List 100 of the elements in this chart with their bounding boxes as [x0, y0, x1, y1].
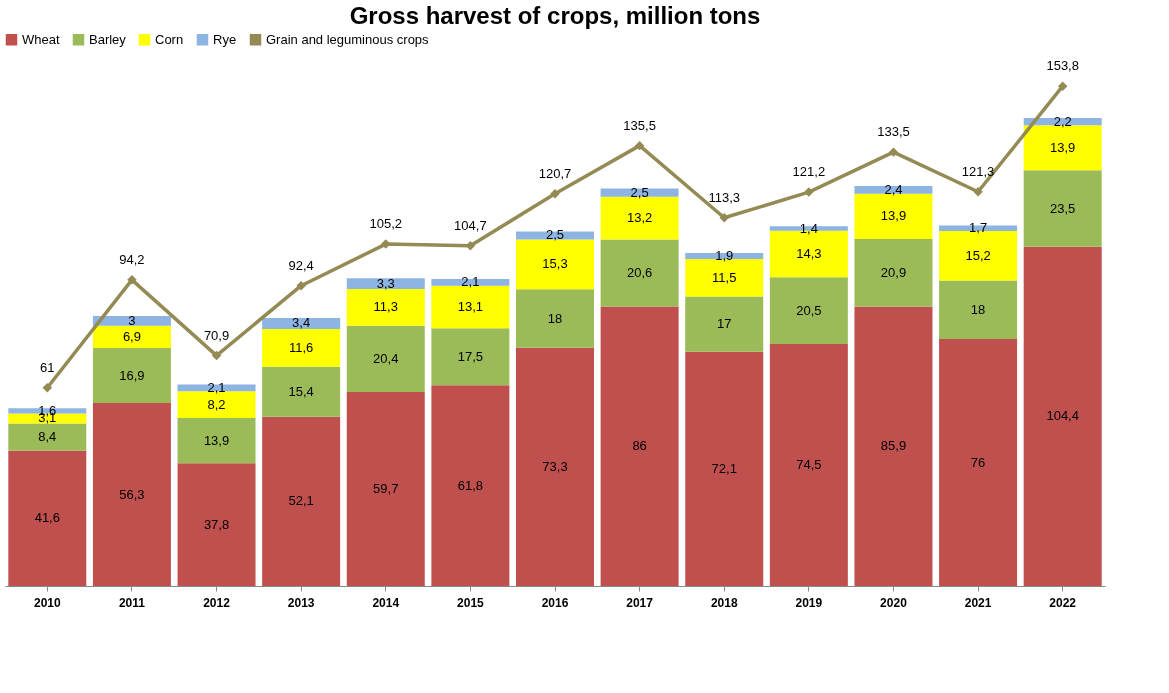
point — [1057, 81, 1068, 91]
data-label: 11,6 — [288, 339, 314, 355]
bar — [431, 385, 510, 586]
bar — [769, 343, 848, 586]
data-label: 3 — [128, 312, 136, 328]
bar — [177, 463, 256, 586]
data-label: 3,4 — [292, 315, 311, 331]
data-label: 16,9 — [119, 367, 145, 383]
point — [381, 239, 391, 249]
point — [550, 188, 560, 199]
data-label: 61 — [40, 359, 55, 375]
bar — [854, 185, 933, 194]
bar — [854, 306, 933, 586]
legend-label: Barley — [89, 31, 127, 47]
data-label: 20,5 — [796, 302, 822, 318]
data-label: 133,5 — [877, 124, 910, 140]
data-label: 153,8 — [1046, 58, 1079, 74]
legend-label: Wheat — [22, 31, 60, 47]
point — [42, 383, 53, 393]
data-label: 14,3 — [796, 246, 822, 262]
data-label: 13,9 — [1050, 139, 1076, 155]
bar — [92, 403, 171, 586]
bar — [685, 351, 764, 586]
legend-label: Rye — [213, 31, 237, 47]
data-label: 8,2 — [207, 396, 226, 412]
data-label: 135,5 — [623, 117, 656, 133]
x-tick-label: 2019 — [795, 595, 823, 610]
data-label: 17,5 — [457, 348, 484, 364]
data-label: 20,9 — [880, 264, 907, 280]
point — [888, 147, 899, 157]
data-label: 20,6 — [626, 265, 653, 281]
data-label: 11,3 — [373, 299, 398, 315]
x-tick-label: 2012 — [203, 595, 231, 610]
bar — [92, 325, 171, 349]
data-label: 11,5 — [712, 269, 737, 285]
bar — [92, 315, 171, 326]
bar — [92, 348, 171, 404]
x-tick-label: 2016 — [541, 595, 569, 610]
data-label: 15,4 — [288, 383, 314, 399]
bar — [516, 231, 594, 240]
data-label: 15,2 — [965, 247, 991, 263]
point — [973, 187, 983, 197]
x-tick-label: 2022 — [1049, 595, 1077, 610]
data-label: 17 — [717, 316, 732, 332]
legend-label: Corn — [155, 31, 184, 47]
bar — [939, 339, 1018, 586]
bar — [346, 325, 425, 392]
point — [296, 280, 306, 291]
data-label: 1,9 — [715, 247, 734, 263]
data-label: 120,7 — [538, 165, 572, 181]
x-tick-label: 2017 — [626, 595, 654, 610]
bar — [600, 306, 679, 586]
bar — [262, 416, 341, 586]
data-label: 13,2 — [626, 210, 653, 226]
x-tick-label: 2018 — [710, 595, 738, 610]
data-label: 52,1 — [288, 493, 314, 509]
bar — [939, 280, 1018, 339]
data-label: 92,4 — [288, 257, 314, 273]
bar — [685, 296, 764, 352]
data-label: 23,5 — [1050, 200, 1076, 216]
data-label: 2,1 — [207, 379, 226, 395]
bar — [516, 347, 594, 586]
bar — [1023, 170, 1102, 247]
bar — [262, 328, 341, 367]
data-label: 113,3 — [708, 189, 741, 205]
data-label: 13,9 — [203, 432, 230, 448]
bar — [8, 450, 87, 586]
point — [634, 140, 645, 151]
data-label: 94,2 — [119, 251, 145, 267]
data-label: 85,9 — [880, 438, 907, 454]
x-tick-label: 2014 — [372, 595, 400, 610]
data-label: 86 — [632, 438, 647, 454]
data-label: 18 — [970, 301, 986, 317]
point — [719, 213, 729, 223]
text: Gross harvest of crops, million tons — [349, 2, 761, 29]
bar — [1023, 246, 1102, 586]
bar — [600, 239, 679, 307]
data-label: 104,4 — [1046, 408, 1079, 424]
data-label: 121,3 — [961, 163, 995, 179]
data-label: 6,9 — [122, 328, 141, 344]
bar — [431, 278, 510, 286]
x-tick-label: 2011 — [118, 595, 146, 610]
x-tick-label: 2013 — [287, 595, 315, 610]
x-tick-label: 2021 — [964, 595, 992, 610]
data-label: 74,5 — [796, 456, 822, 472]
data-label: 61,8 — [457, 477, 484, 493]
data-label: 72,1 — [711, 460, 737, 476]
x-tick-label: 2020 — [880, 595, 908, 610]
data-label: 121,2 — [792, 164, 826, 180]
data-label: 15,3 — [542, 256, 568, 272]
data-label: 2,2 — [1053, 113, 1072, 129]
data-label: 41,6 — [34, 510, 60, 526]
x-tick-label: 2010 — [33, 595, 61, 610]
data-label: 8,4 — [38, 429, 57, 445]
data-label: 2,4 — [884, 181, 903, 197]
data-label: 76 — [970, 454, 986, 470]
data-label: 73,3 — [542, 458, 568, 474]
bar — [177, 417, 256, 464]
data-label: 2,5 — [630, 184, 649, 200]
data-label: 18 — [547, 310, 563, 326]
